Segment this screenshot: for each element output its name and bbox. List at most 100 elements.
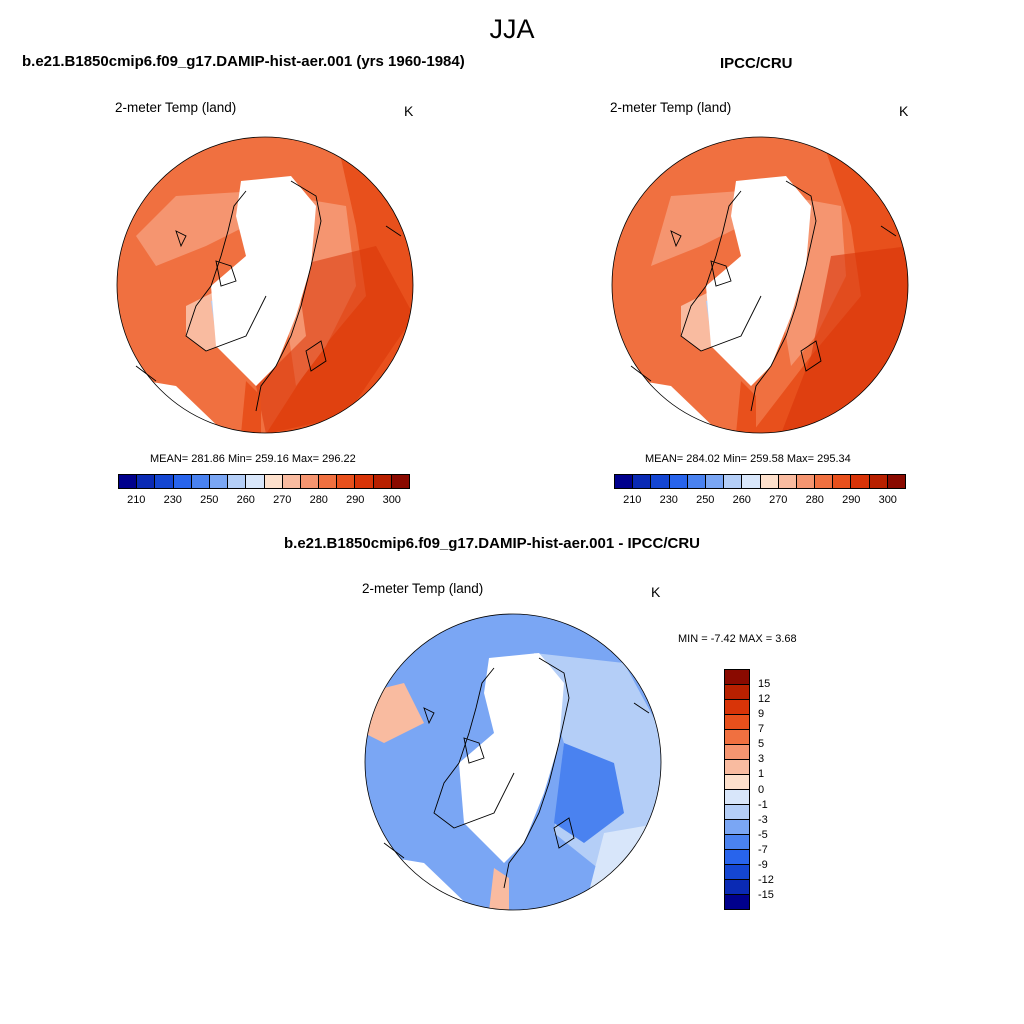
colorbar-swatch [687,475,706,488]
panel1-unit: K [404,103,414,119]
colorbar-tick-label: 1 [758,768,765,781]
colorbar-swatch [869,475,888,488]
panel3-title: b.e21.B1850cmip6.f09_g17.DAMIP-hist-aer.… [284,535,700,552]
colorbar-tick-label: 3 [758,753,765,766]
colorbar-swatch [725,895,749,909]
panel3-colorbar [724,669,750,910]
colorbar-swatch [725,745,749,760]
colorbar-swatch [137,475,156,488]
colorbar-tick-label: 250 [696,494,715,506]
colorbar-tick-label: -12 [758,873,774,886]
colorbar-swatch [373,475,392,488]
colorbar-swatch [778,475,797,488]
colorbar-swatch [833,475,852,488]
colorbar-swatch [282,475,301,488]
colorbar-tick-label: -15 [758,888,774,901]
colorbar-swatch [119,475,138,488]
colorbar-swatch [725,700,749,715]
colorbar-swatch [760,475,779,488]
colorbar-tick-label: 260 [732,494,751,506]
colorbar-swatch [705,475,725,488]
colorbar-swatch [725,685,749,700]
colorbar-tick-label: 0 [758,783,765,796]
colorbar-tick-label: 260 [236,494,255,506]
panel1-stats: MEAN= 281.86 Min= 259.16 Max= 296.22 [150,453,356,465]
colorbar-swatch [725,865,749,880]
colorbar-tick-label: 270 [769,494,788,506]
colorbar-swatch [725,805,749,820]
colorbar-swatch [155,475,174,488]
colorbar-swatch [725,730,749,745]
colorbar-tick-label: -9 [758,858,768,871]
colorbar-swatch [725,790,749,805]
panel3-colorbar-labels: 15 12 9 7 5 3 1 0 -1 -3 -5 -7 -9 -12 -15 [758,669,798,910]
colorbar-swatch [725,850,749,865]
colorbar-tick-label: 12 [758,693,771,706]
panel2-unit: K [899,103,909,119]
colorbar-swatch [724,475,743,488]
colorbar-swatch [173,475,192,488]
colorbar-swatch [209,475,229,488]
colorbar-tick-label: 230 [163,494,182,506]
colorbar-swatch [725,835,749,850]
colorbar-tick-label: 250 [200,494,219,506]
colorbar-swatch [725,880,749,895]
colorbar-tick-label: -7 [758,843,768,856]
colorbar-tick-label: 210 [127,494,146,506]
colorbar-swatch [191,475,210,488]
colorbar-swatch [391,475,409,488]
panel3-unit: K [651,584,661,600]
panel1-colorbar-labels: 210 230 250 260 270 280 290 300 [118,494,410,508]
colorbar-swatch [815,475,834,488]
colorbar-tick-label: 5 [758,738,765,751]
colorbar-swatch [725,760,749,775]
panel2-colorbar-labels: 210 230 250 260 270 280 290 300 [614,494,906,508]
colorbar-swatch [355,475,374,488]
colorbar-tick-label: 280 [309,494,328,506]
panel2-variable: 2-meter Temp (land) [610,100,732,115]
colorbar-swatch [300,475,320,488]
colorbar-swatch [246,475,265,488]
colorbar-swatch [669,475,688,488]
panel1-colorbar [118,474,410,489]
panel3-variable: 2-meter Temp (land) [362,581,484,596]
colorbar-swatch [725,715,749,730]
colorbar-swatch [742,475,761,488]
colorbar-tick-label: 230 [659,494,678,506]
colorbar-tick-label: 290 [346,494,365,506]
colorbar-tick-label: 290 [842,494,861,506]
colorbar-swatch [651,475,670,488]
panel2-title: IPCC/CRU [720,55,793,72]
colorbar-tick-label: 210 [623,494,642,506]
panel1-polar-map [116,136,414,434]
panel2-stats: MEAN= 284.02 Min= 259.58 Max= 295.34 [645,453,851,465]
colorbar-swatch [725,670,749,685]
colorbar-swatch [337,475,356,488]
colorbar-tick-label: 15 [758,678,771,691]
colorbar-swatch [887,475,905,488]
colorbar-swatch [725,820,749,835]
colorbar-swatch [796,475,816,488]
colorbar-tick-label: -5 [758,828,768,841]
colorbar-swatch [851,475,870,488]
panel2-polar-map [611,136,909,434]
colorbar-swatch [615,475,634,488]
season-title: JJA [489,14,535,44]
colorbar-tick-label: 300 [878,494,897,506]
panel2-colorbar [614,474,906,489]
panel3-stats: MIN = -7.42 MAX = 3.68 [678,633,797,645]
panel3-polar-map [364,613,662,911]
colorbar-tick-label: -1 [758,798,768,811]
panel1-variable: 2-meter Temp (land) [115,100,237,115]
colorbar-swatch [633,475,652,488]
panel1-title: b.e21.B1850cmip6.f09_g17.DAMIP-hist-aer.… [22,53,465,70]
colorbar-swatch [725,775,749,790]
colorbar-swatch [264,475,283,488]
colorbar-tick-label: 300 [382,494,401,506]
colorbar-tick-label: 9 [758,708,765,721]
colorbar-tick-label: 7 [758,723,765,736]
colorbar-swatch [319,475,338,488]
colorbar-tick-label: 270 [273,494,292,506]
colorbar-tick-label: 280 [805,494,824,506]
colorbar-swatch [228,475,247,488]
